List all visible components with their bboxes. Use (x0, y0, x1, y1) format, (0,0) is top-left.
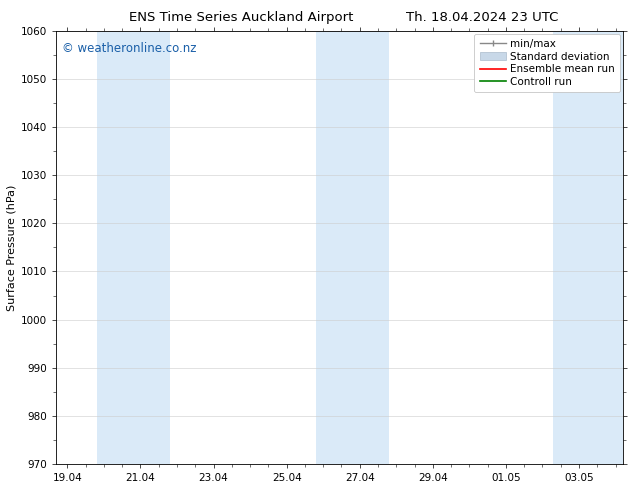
Bar (316, 31, 389, 464)
Y-axis label: Surface Pressure (hPa): Surface Pressure (hPa) (7, 184, 17, 311)
Text: ENS Time Series Auckland Airport: ENS Time Series Auckland Airport (129, 11, 353, 24)
Bar (96, 31, 170, 464)
Text: © weatheronline.co.nz: © weatheronline.co.nz (62, 42, 197, 54)
Legend: min/max, Standard deviation, Ensemble mean run, Controll run: min/max, Standard deviation, Ensemble me… (474, 34, 620, 92)
Bar (553, 31, 623, 464)
Text: Th. 18.04.2024 23 UTC: Th. 18.04.2024 23 UTC (406, 11, 558, 24)
